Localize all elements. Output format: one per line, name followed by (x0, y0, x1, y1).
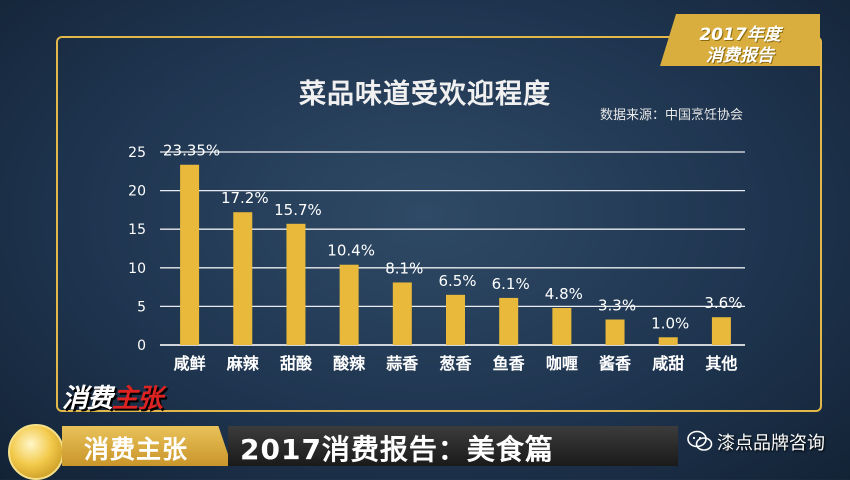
program-tag-label: 消费主张 (84, 435, 189, 464)
x-tick-label: 其他 (705, 354, 737, 373)
bar (552, 307, 572, 345)
data-source: 数据来源：中国烹饪协会 (600, 108, 744, 123)
x-tick-label: 麻辣 (226, 354, 260, 373)
bar (286, 223, 306, 345)
data-label: 6.5% (438, 272, 476, 290)
x-tick-label: 咸鲜 (174, 354, 206, 373)
report-badge: 2017年度 消费报告 (660, 14, 820, 66)
wechat-icon (687, 430, 713, 451)
logo-part-2: 主张 (112, 384, 163, 414)
program-tag: 消费主张 (62, 426, 232, 466)
y-tick-label: 10 (128, 261, 146, 277)
bar (339, 264, 359, 345)
bar (605, 319, 625, 345)
watermark-text: 漆点品牌咨询 (717, 433, 825, 454)
bar (658, 337, 678, 345)
headline-bar: 2017消费报告：美食篇 (228, 426, 678, 466)
logo-part-1: 消费 (62, 384, 113, 414)
chart-title: 菜品味道受欢迎程度 (299, 79, 551, 110)
x-tick-label: 酱香 (599, 354, 632, 373)
y-tick-label: 5 (137, 299, 146, 315)
y-tick-label: 25 (128, 145, 146, 161)
bar (233, 212, 253, 345)
badge-line-2: 消费报告 (706, 46, 774, 66)
x-tick-label: 蒜香 (386, 354, 419, 373)
data-label: 3.6% (704, 294, 742, 312)
x-tick-label: 咖喱 (546, 354, 578, 373)
x-tick-label: 咸甜 (652, 354, 684, 373)
data-label: 1.0% (651, 314, 689, 332)
x-tick-label: 酸辣 (333, 354, 366, 373)
headline-text: 2017消费报告：美食篇 (240, 433, 554, 466)
data-label: 23.35% (163, 142, 220, 160)
data-label: 17.2% (221, 189, 269, 207)
data-label: 8.1% (385, 259, 423, 277)
y-tick-label: 15 (128, 222, 146, 238)
x-tick-label: 甜酸 (280, 354, 313, 373)
data-label: 4.8% (545, 285, 583, 303)
data-label: 6.1% (492, 275, 530, 293)
x-tick-label: 鱼香 (493, 354, 526, 373)
bar (711, 317, 731, 345)
chart-frame (56, 36, 822, 412)
x-tick-label: 葱香 (439, 354, 472, 373)
bar (180, 164, 200, 345)
cctv-globe-icon (8, 424, 64, 480)
data-label: 10.4% (327, 242, 375, 260)
program-logo: 消费主张 (62, 378, 163, 415)
badge-line-1: 2017年度 (699, 25, 781, 45)
bar (446, 294, 465, 345)
watermark: 漆点品牌咨询 (683, 424, 850, 464)
y-tick-label: 0 (137, 338, 146, 354)
data-label: 3.3% (598, 297, 636, 315)
bar (499, 297, 519, 345)
bar (392, 282, 412, 345)
data-label: 15.7% (274, 201, 322, 219)
y-tick-label: 20 (128, 184, 146, 200)
